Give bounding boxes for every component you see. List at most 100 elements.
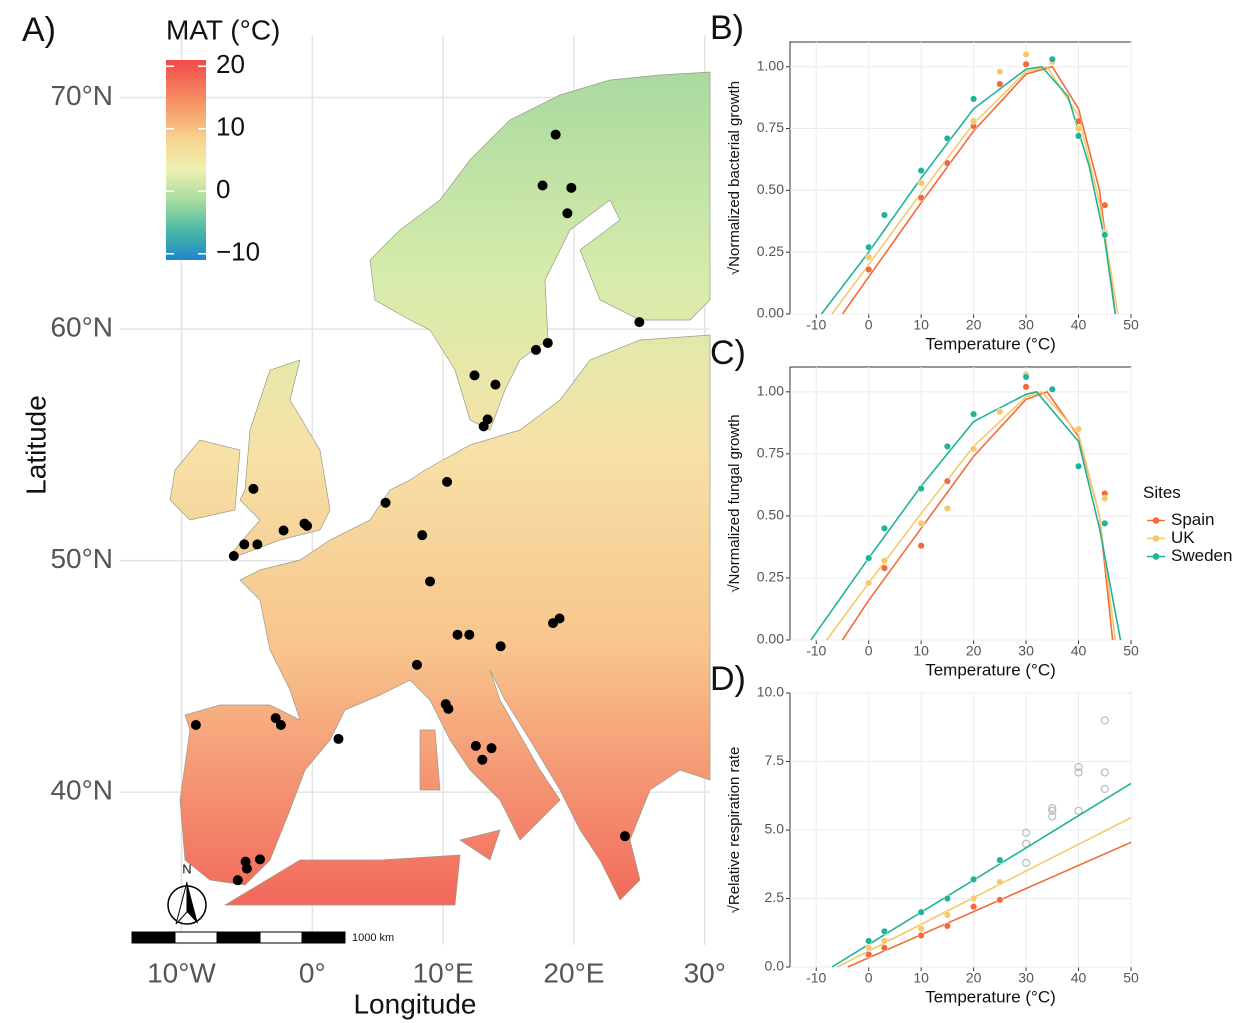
legend-marker	[1153, 553, 1160, 560]
y-tick-label: 0.25	[757, 569, 784, 585]
data-point	[865, 945, 872, 952]
colorbar-label: 20	[216, 49, 245, 79]
data-point	[881, 938, 888, 945]
site-point	[333, 734, 343, 744]
x-tick-label: 10	[913, 317, 929, 333]
y-axis-label: √Normalized bacterial growth	[726, 81, 743, 275]
site-point	[531, 345, 541, 355]
x-tick-label: 0	[865, 970, 873, 986]
legend-marker	[1153, 517, 1160, 524]
scale-seg	[260, 932, 302, 943]
y-tick-label: 0.50	[757, 507, 784, 523]
data-point	[1101, 520, 1108, 527]
data-point	[1023, 51, 1030, 58]
y-tick-label: 2.5	[765, 889, 785, 905]
site-point	[471, 741, 481, 751]
data-point	[970, 903, 977, 910]
site-point	[412, 660, 422, 670]
sardinia	[420, 730, 440, 790]
data-point	[970, 876, 977, 883]
site-point	[276, 720, 286, 730]
y-tick-label: 40°N	[50, 775, 113, 806]
x-tick-label: -10	[806, 643, 826, 659]
data-point	[970, 118, 977, 125]
site-point	[543, 338, 553, 348]
data-point	[997, 68, 1004, 75]
data-point	[1075, 125, 1082, 132]
x-tick-label: 40	[1071, 970, 1087, 986]
panel-label: B)	[710, 9, 744, 47]
plot-area	[790, 367, 1131, 640]
data-point	[1101, 495, 1108, 502]
data-point	[865, 266, 872, 273]
data-point	[1023, 374, 1030, 381]
data-point	[997, 857, 1004, 864]
data-point	[1075, 426, 1082, 433]
data-point	[970, 446, 977, 453]
y-tick-label: 60°N	[50, 311, 113, 342]
data-point	[865, 580, 872, 587]
figure: A) Longitude Latitude MAT (°C) N 1000 km…	[0, 0, 1248, 1023]
site-point	[562, 208, 572, 218]
colorbar-label: −10	[216, 237, 260, 267]
data-point	[997, 879, 1004, 886]
legend-marker	[1153, 535, 1160, 542]
north-label: N	[182, 861, 191, 876]
data-point	[918, 180, 925, 187]
site-point	[477, 755, 487, 765]
data-point	[865, 244, 872, 251]
y-axis-label: √Normalized fungal growth	[726, 414, 743, 592]
y-tick-label: 0.50	[757, 181, 784, 197]
data-point	[881, 557, 888, 564]
data-point	[865, 555, 872, 562]
site-point	[233, 875, 243, 885]
data-point	[944, 912, 951, 919]
data-point	[1023, 61, 1030, 68]
panel-label: D)	[710, 660, 746, 698]
y-tick-label: 1.00	[757, 57, 784, 73]
y-axis-label: Latitude	[20, 395, 51, 495]
panel-label: A)	[22, 11, 56, 49]
x-tick-label: 0	[865, 317, 873, 333]
x-tick-label: 50	[1123, 970, 1139, 986]
legend-title: Sites	[1143, 483, 1181, 502]
data-point	[918, 925, 925, 932]
sicily	[460, 830, 500, 860]
data-point	[881, 565, 888, 572]
x-axis-label: Temperature (°C)	[925, 660, 1056, 679]
y-tick-label: 0.75	[757, 445, 784, 461]
y-tick-label: 0.25	[757, 243, 784, 259]
data-point	[918, 194, 925, 201]
data-point	[970, 411, 977, 418]
data-point	[997, 81, 1004, 88]
x-tick-label: 50	[1123, 317, 1139, 333]
data-point	[1049, 56, 1056, 63]
x-tick-label: 10	[913, 970, 929, 986]
data-point	[944, 923, 951, 930]
y-tick-label: 0.00	[757, 305, 784, 321]
colorbar-label: 0	[216, 174, 230, 204]
site-point	[443, 704, 453, 714]
data-point	[865, 951, 872, 958]
data-point	[944, 160, 951, 167]
data-point	[970, 895, 977, 902]
data-point	[944, 895, 951, 902]
colorbar-title: MAT (°C)	[166, 14, 280, 45]
data-point	[918, 909, 925, 916]
x-axis-label: Temperature (°C)	[925, 334, 1056, 353]
data-point	[918, 520, 925, 527]
site-point	[548, 618, 558, 628]
site-point	[551, 130, 561, 140]
data-point	[997, 408, 1004, 415]
legend-entry: Spain	[1171, 510, 1214, 529]
site-point	[425, 576, 435, 586]
data-point	[1075, 133, 1082, 140]
y-tick-label: 7.5	[765, 752, 785, 768]
x-tick-label: 20°E	[543, 957, 604, 988]
site-point	[239, 539, 249, 549]
y-tick-label: 0.0	[765, 958, 785, 974]
data-point	[1049, 386, 1056, 393]
x-tick-label: -10	[806, 317, 826, 333]
